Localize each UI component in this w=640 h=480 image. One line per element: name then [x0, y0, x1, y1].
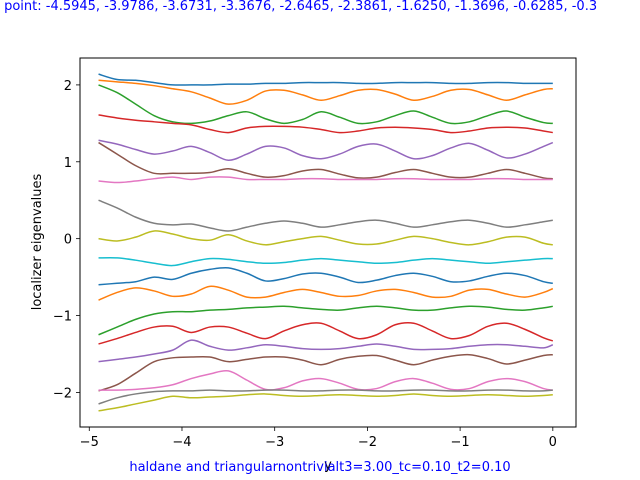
- series-line-14: [99, 323, 553, 344]
- footer-label: haldane and triangularnontrivialt3=3.00_…: [129, 460, 510, 475]
- series-line-6: [99, 143, 553, 179]
- series-line-8: [99, 200, 553, 231]
- y-tick-label: −2: [53, 386, 72, 401]
- series-line-4: [99, 115, 553, 133]
- series-layer: [99, 74, 553, 411]
- y-tick-label: −1: [53, 310, 72, 325]
- series-line-19: [99, 394, 553, 411]
- series-line-12: [99, 286, 553, 300]
- series-line-7: [99, 177, 553, 183]
- x-tick-label: −1: [451, 435, 470, 450]
- series-line-13: [99, 306, 553, 334]
- y-axis-label: localizer eigenvalues: [30, 173, 45, 310]
- series-line-17: [99, 371, 553, 390]
- y-tick-label: 2: [64, 79, 72, 94]
- series-line-1: [99, 74, 553, 85]
- x-tick-label: −4: [172, 435, 191, 450]
- series-line-3: [99, 85, 553, 124]
- y-tick-label: 1: [64, 156, 72, 171]
- y-tick-label: 0: [64, 233, 72, 248]
- x-tick-label: −5: [80, 435, 99, 450]
- x-tick-label: 0: [549, 435, 557, 450]
- series-line-11: [99, 268, 553, 285]
- chart-title: o point: -4.5945, -3.9786, -3.6731, -3.3…: [0, 0, 597, 14]
- series-line-5: [99, 140, 553, 160]
- series-line-10: [99, 258, 553, 266]
- x-tick-label: −2: [358, 435, 377, 450]
- series-line-9: [99, 231, 553, 245]
- x-tick-label: −3: [265, 435, 284, 450]
